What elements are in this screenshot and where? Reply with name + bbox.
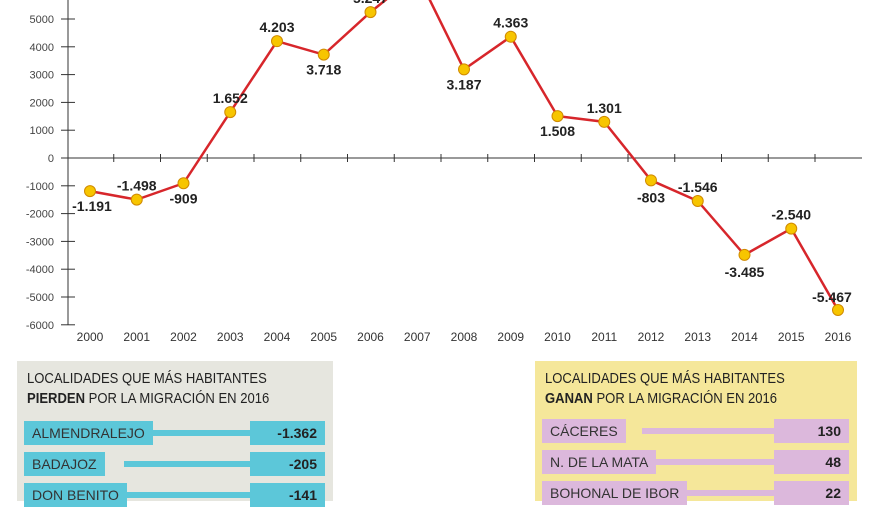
locality-value: -205: [250, 452, 325, 476]
locality-name: CÁCERES: [542, 419, 626, 443]
x-tick-label: 2004: [264, 330, 291, 344]
panel-title: LOCALIDADES QUE MÁS HABITANTES: [545, 371, 785, 387]
panel-title-bold: GANAN: [545, 391, 593, 407]
x-tick-label: 2012: [638, 330, 665, 344]
y-tick-label: 1000: [30, 125, 54, 137]
data-label: 4.363: [493, 15, 528, 31]
x-tick-label: 2003: [217, 330, 244, 344]
y-tick-label: -5000: [26, 292, 54, 304]
data-point: [458, 63, 470, 76]
x-tick-label: 2009: [497, 330, 524, 344]
y-tick-label: -2000: [26, 209, 54, 221]
y-tick-label: 3000: [30, 70, 54, 82]
data-label: 5.247: [353, 0, 388, 6]
data-label: 3.187: [446, 76, 481, 92]
locality-value: 130: [774, 419, 849, 443]
list-item: BADAJOZ -205: [24, 452, 325, 476]
list-item: DON BENITO -141: [24, 483, 325, 507]
x-tick-label: 2013: [684, 330, 711, 344]
y-tick-label: -6000: [26, 320, 54, 332]
locality-name: BADAJOZ: [24, 452, 105, 476]
data-point: [832, 303, 844, 316]
x-tick-label: 2011: [591, 330, 617, 344]
list-item: ALMENDRALEJO -1.362: [24, 421, 325, 445]
locality-value: 48: [774, 450, 849, 474]
data-label: -3.485: [725, 264, 765, 280]
data-label: -2.540: [771, 207, 811, 223]
locality-name: N. DE LA MATA: [542, 450, 657, 474]
data-point: [364, 6, 377, 19]
data-label: 1.301: [587, 100, 622, 116]
locality-value: -1.362: [250, 421, 325, 445]
data-point: [598, 115, 611, 128]
x-tick-label: 2015: [778, 330, 805, 344]
data-point: [785, 222, 798, 235]
x-tick-label: 2014: [731, 330, 758, 344]
x-tick-label: 2001: [123, 330, 150, 344]
x-tick-label: 2002: [170, 330, 197, 344]
y-tick-label: 2000: [30, 97, 54, 109]
data-label: -5.467: [812, 289, 852, 305]
data-label: -1.191: [72, 198, 112, 214]
y-tick-label: 4000: [30, 42, 54, 54]
x-tick-label: 2010: [544, 330, 571, 344]
migration-line-chart: 5000 4000 3000 2000 1000 0 -1000 -2000 -3000 -400…: [26, 0, 862, 344]
y-tick-label: -4000: [26, 264, 54, 276]
data-point: [130, 193, 143, 206]
locality-name: DON BENITO: [24, 483, 127, 507]
y-tick-label: 0: [48, 153, 54, 165]
y-tick-label: -1000: [26, 181, 54, 193]
list-item: N. DE LA MATA 48: [542, 450, 849, 474]
losers-panel: LOCALIDADES QUE MÁS HABITANTES PIERDEN PO…: [17, 361, 333, 507]
gainers-panel: LOCALIDADES QUE MÁS HABITANTES GANAN POR …: [535, 361, 857, 505]
locality-value: 22: [774, 481, 849, 505]
data-point: [177, 177, 190, 190]
data-label: 1.652: [213, 90, 248, 106]
x-tick-label: 2006: [357, 330, 384, 344]
locality-value: -141: [250, 483, 325, 507]
data-point: [271, 35, 283, 48]
data-label: -1.546: [678, 179, 718, 195]
data-point: [738, 248, 751, 261]
data-label: -1.498: [117, 178, 157, 194]
y-tick-label: 5000: [30, 14, 54, 26]
data-label: 4.203: [259, 19, 294, 35]
panel-title: LOCALIDADES QUE MÁS HABITANTES: [27, 371, 267, 387]
data-point: [645, 174, 657, 187]
locality-name: BOHONAL DE IBOR: [542, 481, 688, 505]
data-point: [317, 48, 330, 61]
list-item: CÁCERES 130: [542, 419, 849, 443]
data-label: 3.718: [306, 62, 341, 78]
data-point: [504, 30, 517, 43]
data-point: [84, 185, 96, 198]
x-tick-label: 2007: [404, 330, 431, 344]
data-label: -803: [637, 189, 665, 205]
list-item: BOHONAL DE IBOR 22: [542, 481, 849, 505]
data-label: 1.508: [540, 123, 575, 139]
x-tick-label: 2000: [77, 330, 104, 344]
panel-title-rest: POR LA MIGRACIÓN EN 2016: [592, 391, 778, 407]
data-point: [551, 110, 564, 123]
panel-title-rest: POR LA MIGRACIÓN EN 2016: [85, 391, 270, 407]
x-tick-label: 2016: [825, 330, 852, 344]
x-tick-label: 2005: [310, 330, 337, 344]
panel-title-bold: PIERDEN: [27, 391, 86, 407]
y-tick-label: -3000: [26, 236, 54, 248]
data-point: [691, 194, 704, 207]
locality-name: ALMENDRALEJO: [24, 421, 153, 445]
data-point: [224, 106, 237, 119]
data-label: -909: [169, 190, 197, 206]
x-tick-label: 2008: [451, 330, 478, 344]
